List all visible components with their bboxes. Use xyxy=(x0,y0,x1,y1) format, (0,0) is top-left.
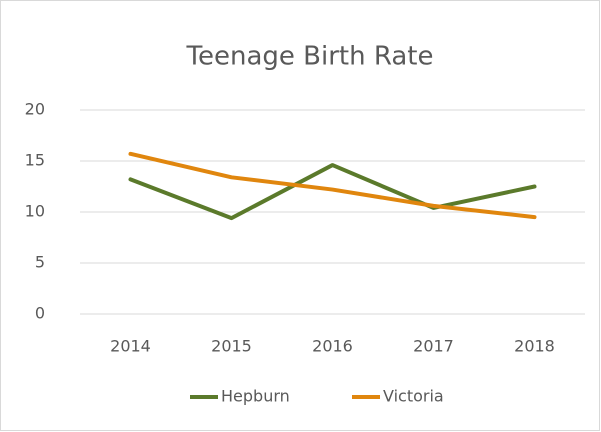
x-tick-label: 2014 xyxy=(110,337,151,356)
series-line xyxy=(128,151,537,220)
y-tick-label: 20 xyxy=(25,100,45,119)
x-tick-label: 2018 xyxy=(514,337,555,356)
y-tick-label: 0 xyxy=(35,304,45,323)
y-tick-label: 5 xyxy=(35,253,45,272)
x-tick-label: 2016 xyxy=(312,337,353,356)
y-tick-label: 10 xyxy=(25,202,45,221)
x-tick-label: 2017 xyxy=(413,337,454,356)
y-tick-label: 15 xyxy=(25,151,45,170)
series-line xyxy=(128,163,537,221)
legend-label: Victoria xyxy=(383,387,444,406)
legend-label: Hepburn xyxy=(221,387,290,406)
x-tick-label: 2015 xyxy=(211,337,252,356)
chart-title: Teenage Birth Rate xyxy=(186,42,434,72)
